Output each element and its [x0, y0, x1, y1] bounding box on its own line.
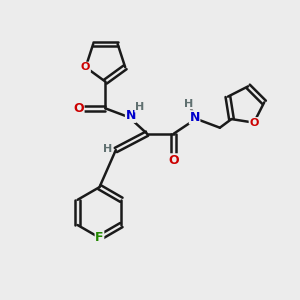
- Text: H: H: [184, 99, 193, 109]
- Text: N: N: [125, 109, 136, 122]
- Text: O: O: [249, 118, 259, 128]
- Text: N: N: [189, 111, 200, 124]
- Text: F: F: [95, 231, 104, 244]
- Text: H: H: [135, 102, 144, 112]
- Text: O: O: [74, 102, 84, 115]
- Text: H: H: [103, 143, 112, 154]
- Text: O: O: [81, 62, 90, 72]
- Text: O: O: [169, 154, 179, 167]
